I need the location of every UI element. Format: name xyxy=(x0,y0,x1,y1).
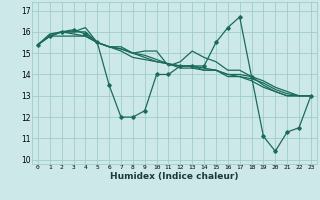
X-axis label: Humidex (Indice chaleur): Humidex (Indice chaleur) xyxy=(110,172,239,181)
